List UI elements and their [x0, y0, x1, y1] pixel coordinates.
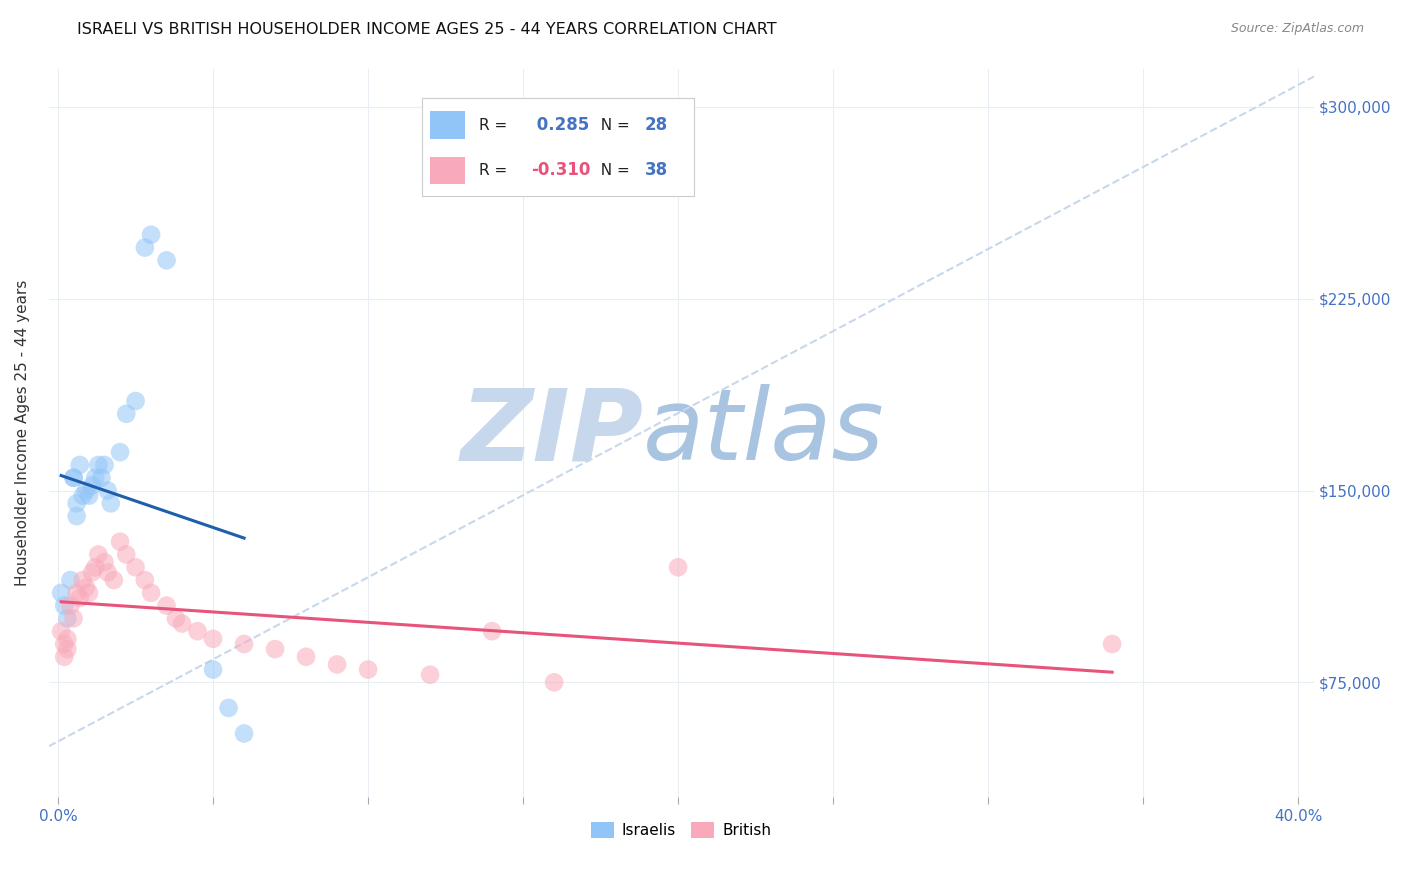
Point	[666, 560, 689, 574]
Point	[155, 599, 177, 613]
Point	[49, 624, 72, 639]
Point	[66, 509, 89, 524]
Point	[93, 555, 115, 569]
Point	[202, 632, 225, 646]
Point	[49, 586, 72, 600]
Point	[56, 632, 79, 646]
Point	[100, 496, 122, 510]
Text: ISRAELI VS BRITISH HOUSEHOLDER INCOME AGES 25 - 44 YEARS CORRELATION CHART: ISRAELI VS BRITISH HOUSEHOLDER INCOME AG…	[77, 22, 778, 37]
Point	[134, 573, 156, 587]
Point	[326, 657, 349, 672]
Point	[77, 586, 100, 600]
Point	[56, 611, 79, 625]
Point	[93, 458, 115, 472]
Point	[87, 458, 110, 472]
Point	[115, 548, 138, 562]
Point	[543, 675, 565, 690]
Point	[69, 458, 91, 472]
Point	[187, 624, 209, 639]
Point	[124, 560, 146, 574]
Point	[66, 586, 89, 600]
Point	[59, 599, 82, 613]
Point	[56, 642, 79, 657]
Y-axis label: Householder Income Ages 25 - 44 years: Householder Income Ages 25 - 44 years	[15, 280, 30, 586]
Point	[1101, 637, 1123, 651]
Point	[170, 616, 193, 631]
Point	[72, 489, 94, 503]
Point	[264, 642, 287, 657]
Point	[87, 548, 110, 562]
Point	[155, 253, 177, 268]
Point	[108, 445, 131, 459]
Point	[357, 663, 380, 677]
Point	[233, 726, 256, 740]
Text: Source: ZipAtlas.com: Source: ZipAtlas.com	[1230, 22, 1364, 36]
Point	[75, 483, 97, 498]
Point	[66, 496, 89, 510]
Point	[53, 649, 76, 664]
Point	[77, 489, 100, 503]
Point	[134, 241, 156, 255]
Point	[82, 478, 104, 492]
Point	[124, 394, 146, 409]
Point	[75, 581, 97, 595]
Point	[165, 611, 187, 625]
Point	[90, 471, 112, 485]
Point	[218, 701, 240, 715]
Point	[82, 566, 104, 580]
Point	[97, 566, 120, 580]
Text: ZIP: ZIP	[460, 384, 644, 482]
Point	[139, 227, 162, 242]
Point	[62, 611, 84, 625]
Point	[419, 667, 441, 681]
Point	[84, 471, 107, 485]
Text: atlas: atlas	[644, 384, 884, 482]
Point	[53, 637, 76, 651]
Point	[84, 560, 107, 574]
Point	[72, 573, 94, 587]
Point	[103, 573, 125, 587]
Point	[97, 483, 120, 498]
Point	[233, 637, 256, 651]
Point	[115, 407, 138, 421]
Legend: Israelis, British: Israelis, British	[585, 816, 778, 845]
Point	[295, 649, 318, 664]
Point	[69, 591, 91, 605]
Point	[139, 586, 162, 600]
Point	[108, 534, 131, 549]
Point	[481, 624, 503, 639]
Point	[62, 471, 84, 485]
Point	[53, 599, 76, 613]
Point	[202, 663, 225, 677]
Point	[62, 471, 84, 485]
Point	[59, 573, 82, 587]
